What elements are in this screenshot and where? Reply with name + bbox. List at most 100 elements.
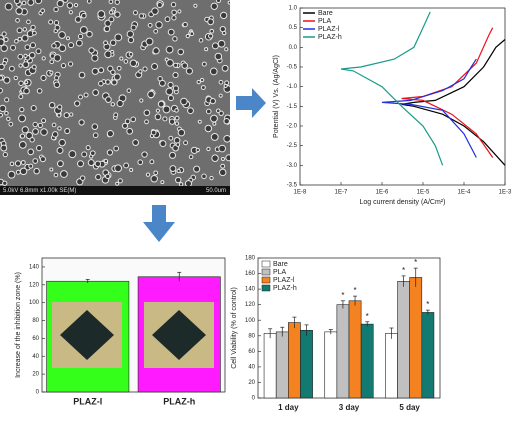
inset-photo [52,302,122,368]
y-tick-label: 120 [29,282,40,288]
pore [184,179,193,186]
pore [89,150,96,157]
arrow-right [236,88,266,118]
pore [220,163,226,169]
pore [15,7,23,15]
pore [210,132,219,141]
legend-swatch [261,268,271,276]
y-tick-label: 20 [32,372,39,378]
pore [123,162,130,169]
pore [119,56,124,61]
error-bar [353,295,358,306]
pore [211,154,219,162]
pore [23,87,30,95]
pore [94,160,102,168]
pore [137,159,144,166]
pore [155,21,163,29]
error-bar [268,328,273,339]
pore [49,59,55,65]
curve [340,11,444,166]
pore [32,158,39,164]
pore [49,167,54,172]
pore [215,108,221,114]
bar [300,330,313,399]
pore [143,109,151,117]
pore [172,72,179,79]
y-tick-label: 180 [245,256,256,262]
pore [2,60,7,66]
pore [169,165,177,173]
pore [79,25,88,34]
legend-label: Bare [318,10,333,17]
error-bar [304,324,309,336]
pore [165,87,174,96]
pore [88,47,95,54]
y-tick-label: 80 [32,318,39,324]
pore [58,31,66,39]
pore [193,165,201,173]
pore [204,47,209,52]
pore [53,6,59,13]
legend-label: PLAZ-l [273,277,295,284]
pore [198,38,204,43]
pore [31,30,37,36]
pore [115,181,120,186]
y-axis-label: Increase of the inhibition zone (%) [15,272,22,378]
pore [0,144,8,152]
pore [60,62,67,69]
pore [110,52,115,57]
pore [64,127,71,135]
pore [142,66,148,72]
pore [130,24,137,31]
bar [275,331,289,399]
pore [27,148,35,156]
pore [152,47,160,55]
y-tick-label: 100 [29,300,40,306]
pore [33,167,40,175]
significance-mark: * [354,286,357,295]
pore [86,0,92,4]
pore [86,30,93,38]
pore [80,12,87,19]
pore [151,62,159,70]
pore [159,140,167,148]
significance-mark: * [366,312,369,321]
y-tick-label: -3.0 [287,163,298,169]
legend-label: PLA [273,269,287,276]
pore [13,0,21,5]
legend-label: PLAZ-h [318,34,342,41]
pore [77,160,85,168]
pore [138,69,143,74]
y-tick-label: 80 [248,333,255,339]
pore [68,10,73,15]
x-tick-label: 1E-3 [499,190,512,196]
pore [35,144,43,152]
pore [17,36,23,42]
pore [4,2,13,11]
pore [217,39,226,48]
pore [168,135,174,141]
pore [116,99,124,108]
bar [336,304,350,399]
pore [117,178,123,184]
pore [169,151,177,159]
pore [132,139,140,146]
x-tick-label: 1E-7 [335,190,348,196]
pore [211,42,219,50]
error-bar [425,309,430,315]
pore [19,133,26,139]
pore [227,0,230,5]
pore [78,71,86,79]
pore [78,94,83,100]
y-tick-label: -0.5 [287,65,298,71]
pore [208,33,214,39]
pore [149,159,155,165]
pore [185,33,190,39]
pore [78,119,85,126]
legend-swatch [261,284,271,292]
pore [54,75,60,81]
pore [150,174,158,183]
pore [218,144,227,153]
pore [193,3,198,8]
